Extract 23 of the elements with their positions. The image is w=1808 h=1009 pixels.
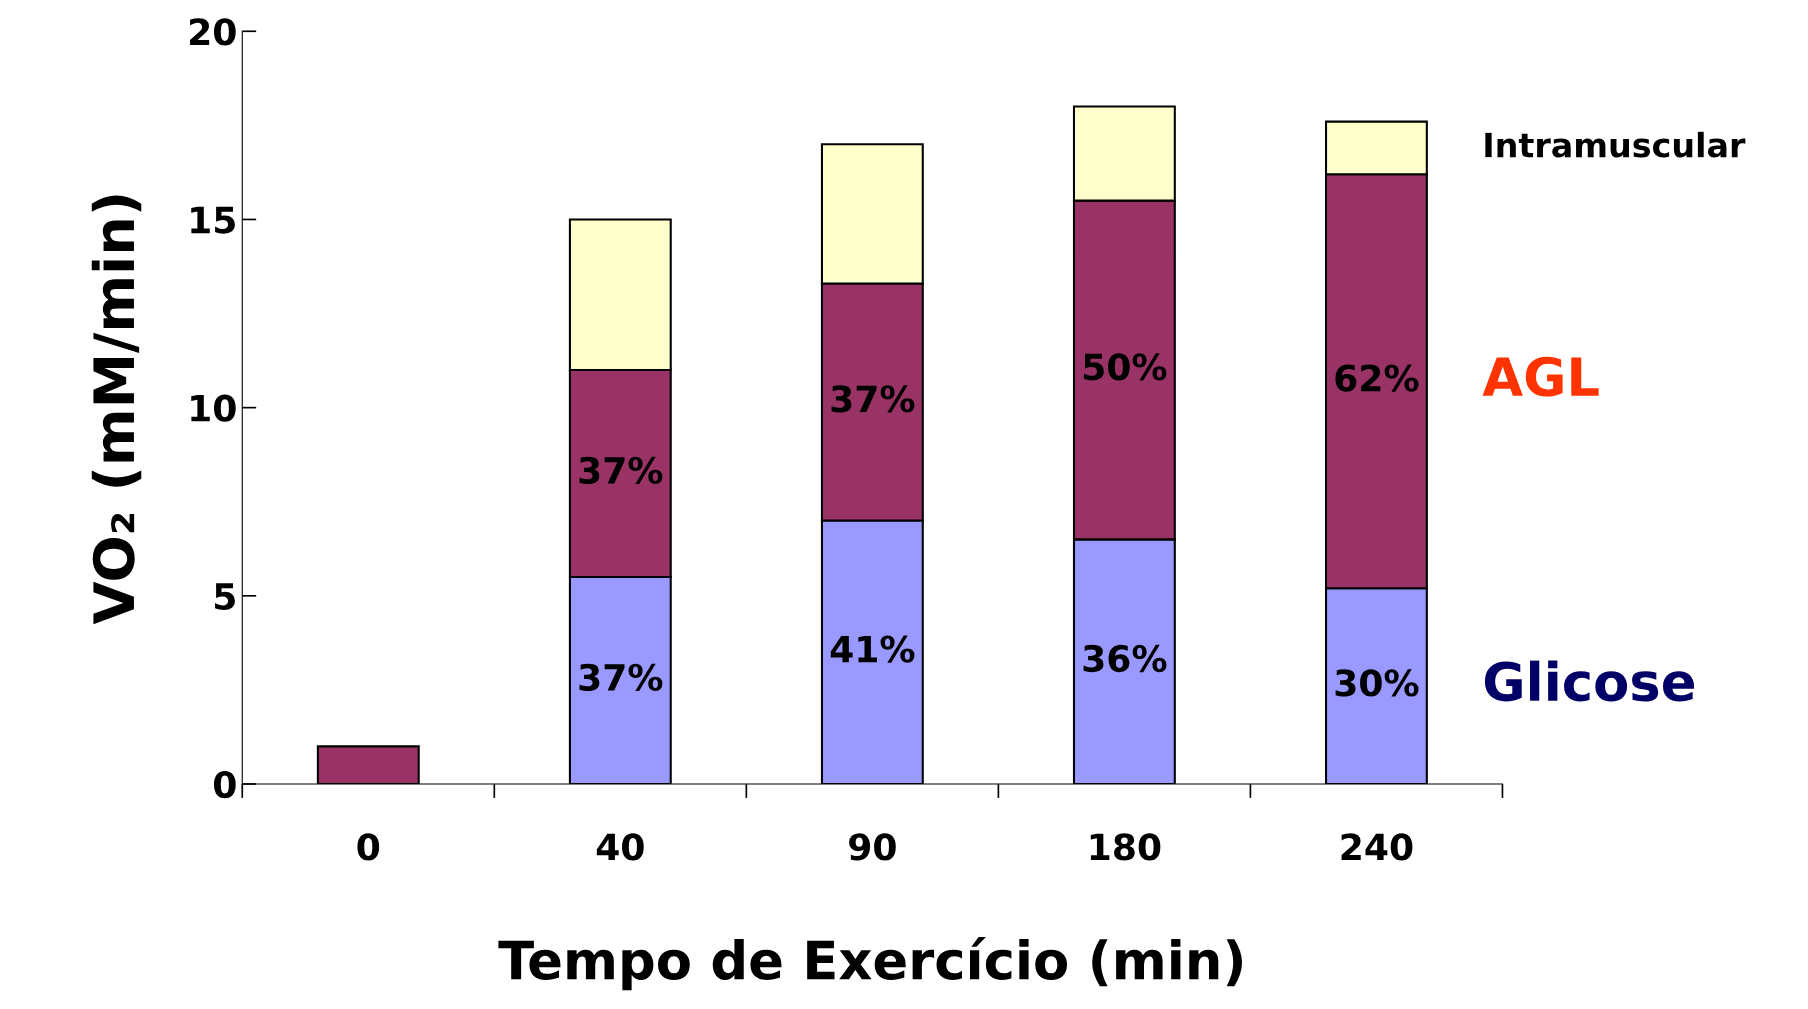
- x-tick-label: 240: [1341, 833, 1413, 861]
- x-tick-label: 0: [357, 833, 380, 861]
- series-label: Intramuscular: [1485, 131, 1746, 158]
- annotation: 37%: [579, 456, 663, 484]
- x-tick-label: 90: [849, 833, 896, 861]
- y-tick-label: 10: [191, 394, 236, 422]
- annotation: 62%: [1335, 364, 1419, 392]
- annotation: 30%: [1335, 669, 1419, 697]
- series-label: Glicose: [1484, 660, 1694, 702]
- y-tick-label: 20: [190, 18, 236, 46]
- annotation: 41%: [830, 635, 915, 663]
- y-tick-label: 0: [214, 770, 236, 799]
- series-label: AGL: [1482, 356, 1599, 397]
- annotation: 50%: [1083, 353, 1167, 381]
- x-axis-title: Tempo de Exercício (min): [498, 937, 1242, 991]
- x-tick-label: 180: [1090, 833, 1161, 861]
- y-tick-label: 15: [191, 206, 235, 234]
- annotation: 37%: [579, 663, 663, 691]
- annotation: 37%: [831, 385, 915, 413]
- y-axis-title: VO₂ (mM/min): [91, 195, 142, 625]
- x-tick-label: 40: [596, 833, 644, 861]
- y-tick-label: 5: [215, 583, 235, 611]
- annotation: 36%: [1083, 644, 1167, 673]
